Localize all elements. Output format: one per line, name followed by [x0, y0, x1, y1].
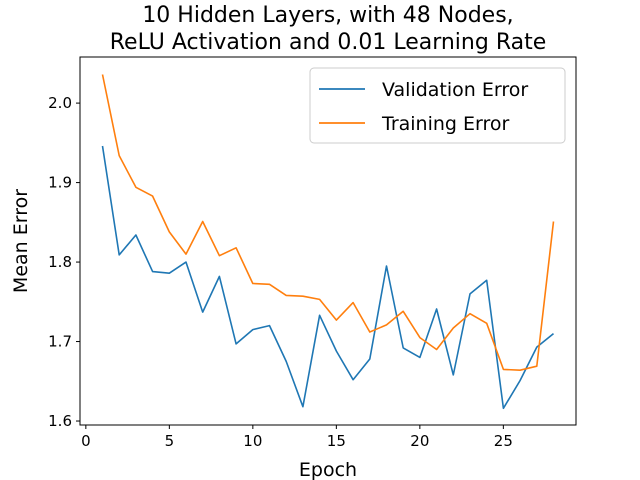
x-axis-label: Epoch [299, 459, 357, 480]
x-axis-ticks: 0 5 10 15 20 25 [81, 425, 513, 450]
y-tick-label: 2.0 [48, 94, 72, 112]
chart-title-line: ReLU Activation and 0.01 Learning Rate [110, 30, 547, 55]
y-axis-ticks: 1.6 1.7 1.8 1.9 2.0 [48, 94, 80, 430]
x-tick-label: 25 [494, 432, 513, 450]
series-line-1 [101, 74, 555, 372]
y-tick-label: 1.6 [48, 412, 72, 430]
x-tick-label: 0 [81, 432, 91, 450]
x-tick-label: 5 [165, 432, 175, 450]
legend-label: Training Error [381, 113, 510, 135]
legend: Validation Error Training Error [309, 67, 566, 144]
y-tick-label: 1.8 [48, 253, 72, 271]
y-axis-label: Mean Error [10, 189, 32, 293]
x-tick-label: 20 [410, 432, 429, 450]
chart-title: 10 Hidden Layers, with 48 Nodes,ReLU Act… [110, 3, 547, 55]
chart-title-line: 10 Hidden Layers, with 48 Nodes, [142, 3, 513, 28]
plot-area: 0 5 10 15 20 25 1.6 1.7 1.8 1.9 2.0 [48, 56, 577, 450]
axes-frame [79, 56, 577, 426]
series-layer [101, 74, 555, 410]
x-tick-label: 10 [243, 432, 262, 450]
y-tick-label: 1.9 [48, 174, 72, 192]
series-line-0 [101, 145, 555, 410]
y-tick-label: 1.7 [48, 333, 72, 351]
legend-box [309, 67, 566, 144]
legend-label: Validation Error [382, 79, 528, 101]
x-tick-label: 15 [327, 432, 346, 450]
